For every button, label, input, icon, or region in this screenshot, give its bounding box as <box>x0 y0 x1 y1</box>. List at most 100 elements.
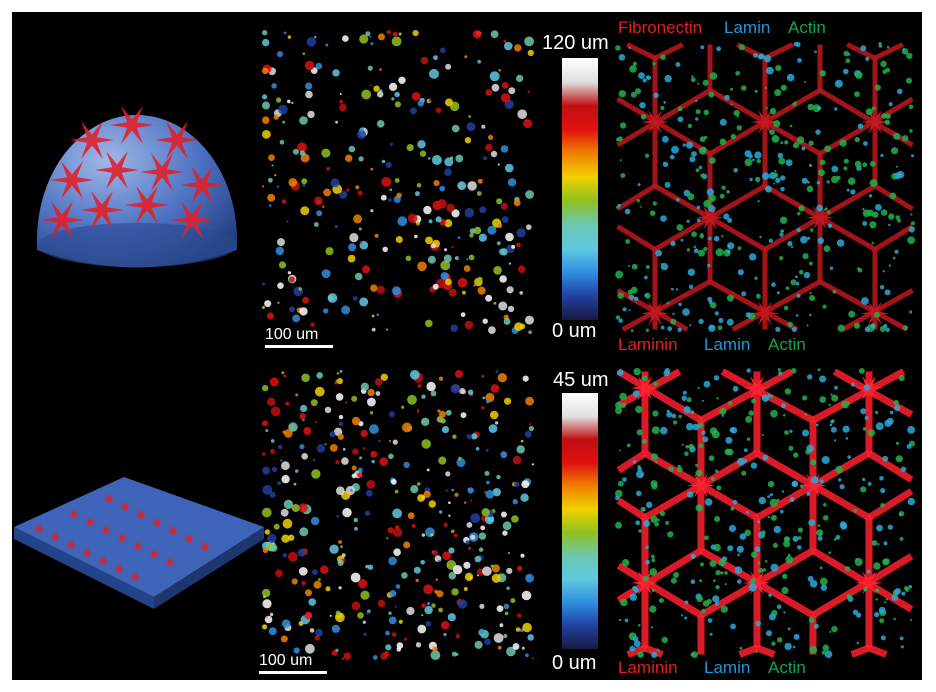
cell-mark <box>789 497 795 503</box>
cell-mark <box>363 632 367 636</box>
cell-mark <box>362 447 366 450</box>
cell-mark <box>853 322 861 329</box>
cell-mark <box>264 300 272 308</box>
cell-mark <box>698 249 705 257</box>
cell-mark <box>380 373 388 381</box>
cell-mark <box>688 284 694 289</box>
cell-mark <box>376 285 385 294</box>
cell-mark <box>262 599 272 609</box>
cell-mark <box>338 586 342 590</box>
cell-mark <box>691 75 694 78</box>
cell-mark <box>500 93 511 103</box>
cell-mark <box>888 264 891 267</box>
cell-mark <box>314 420 317 424</box>
cell-mark <box>496 605 504 612</box>
cell-mark <box>639 102 646 109</box>
cell-mark <box>708 455 715 462</box>
cell-mark <box>451 209 460 218</box>
cell-mark <box>763 55 772 63</box>
cell-mark <box>710 476 715 481</box>
cell-mark <box>829 630 832 633</box>
cell-mark <box>745 415 753 423</box>
cell-mark <box>512 499 518 505</box>
cell-mark <box>783 305 789 311</box>
cell-mark <box>403 541 411 549</box>
cell-mark <box>714 601 719 606</box>
cell-mark <box>877 543 880 546</box>
cell-mark <box>874 612 880 618</box>
cell-mark <box>262 306 265 309</box>
cell-mark <box>364 510 371 516</box>
cell-mark <box>769 107 777 115</box>
cell-mark <box>843 158 849 164</box>
cell-mark <box>789 429 793 433</box>
cell-mark <box>697 386 700 389</box>
cell-mark <box>502 82 509 89</box>
cell-mark <box>423 584 434 595</box>
cell-mark <box>719 118 727 126</box>
cell-mark <box>682 390 687 395</box>
cell-mark <box>430 533 434 537</box>
cell-mark <box>621 559 630 567</box>
cell-mark <box>806 491 811 496</box>
cell-mark <box>741 291 747 297</box>
cell-mark <box>702 436 709 443</box>
cell-mark <box>295 469 299 473</box>
cell-mark <box>719 407 727 415</box>
cell-mark <box>299 413 306 420</box>
cell-mark <box>468 546 472 550</box>
cell-mark <box>480 525 486 531</box>
cell-mark <box>508 262 511 265</box>
cell-mark <box>695 117 699 121</box>
cell-mark <box>301 581 306 585</box>
cell-mark <box>827 223 833 229</box>
cell-mark <box>652 410 659 417</box>
cell-mark <box>906 77 912 84</box>
cell-mark <box>283 499 294 509</box>
cell-mark <box>519 291 523 295</box>
cell-mark <box>690 553 696 559</box>
cell-mark <box>772 542 778 548</box>
cell-mark <box>895 455 903 463</box>
cell-mark <box>769 493 773 497</box>
cell-mark <box>278 104 288 115</box>
cell-mark <box>841 400 850 409</box>
cell-mark <box>741 470 747 476</box>
cell-mark <box>281 619 291 628</box>
cell-mark <box>628 294 635 300</box>
cell-mark <box>448 571 457 580</box>
cell-mark <box>460 312 466 318</box>
cell-mark <box>651 453 658 461</box>
cell-mark <box>651 558 656 563</box>
cell-mark <box>262 452 266 456</box>
cell-mark <box>427 255 436 264</box>
cell-mark <box>396 642 404 649</box>
cell-mark <box>527 634 534 641</box>
cell-mark <box>263 595 266 599</box>
cell-mark <box>507 305 515 313</box>
cell-mark <box>615 315 621 320</box>
cell-mark <box>336 514 340 518</box>
cell-mark <box>908 104 914 110</box>
cell-mark <box>341 657 345 660</box>
cell-mark <box>486 400 490 404</box>
cell-mark <box>785 555 794 564</box>
cell-mark <box>287 99 291 104</box>
cell-mark <box>281 475 290 484</box>
cell-mark <box>736 545 744 553</box>
cell-mark <box>371 314 375 318</box>
cell-mark <box>782 573 788 579</box>
cell-mark <box>466 258 469 261</box>
cell-mark <box>661 135 669 143</box>
cell-mark <box>381 177 392 187</box>
cell-mark <box>503 603 510 610</box>
cell-mark <box>464 320 474 330</box>
cell-mark <box>815 129 821 135</box>
cell-mark <box>471 433 478 440</box>
cell-mark <box>629 645 636 652</box>
cell-mark <box>417 261 427 272</box>
cell-mark <box>406 606 415 616</box>
cell-mark <box>667 326 673 332</box>
cell-mark <box>894 588 901 595</box>
cell-mark <box>318 578 321 581</box>
